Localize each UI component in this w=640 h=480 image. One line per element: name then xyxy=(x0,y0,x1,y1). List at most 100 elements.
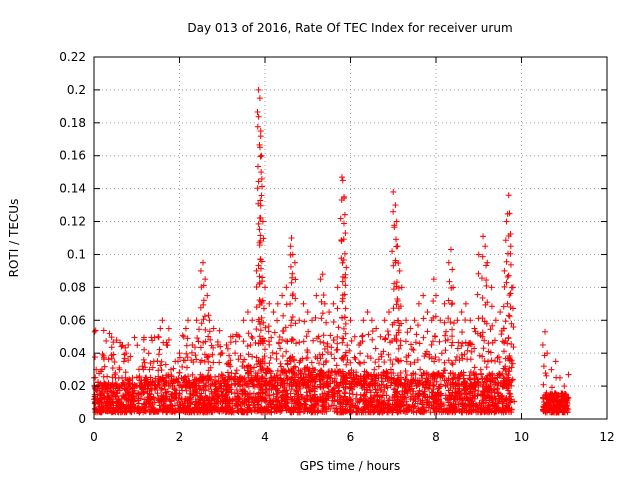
data-point xyxy=(492,317,499,324)
data-point xyxy=(141,346,148,353)
data-point xyxy=(255,113,262,120)
data-point xyxy=(100,327,107,334)
data-point xyxy=(505,312,512,319)
data-point xyxy=(442,332,449,339)
data-point xyxy=(249,317,256,324)
data-point xyxy=(458,309,465,316)
data-point xyxy=(318,315,325,322)
data-point xyxy=(395,345,402,352)
y-tick-label: 0.08 xyxy=(59,280,86,294)
data-point xyxy=(108,355,115,362)
data-point xyxy=(274,317,281,324)
data-point xyxy=(341,314,348,321)
data-point xyxy=(196,326,203,333)
data-point xyxy=(335,324,342,331)
data-point xyxy=(432,353,439,360)
data-point xyxy=(240,317,247,324)
data-point xyxy=(424,309,431,316)
data-point xyxy=(301,318,308,325)
data-point xyxy=(100,373,107,380)
data-point xyxy=(122,369,129,376)
data-point xyxy=(257,133,264,140)
data-point xyxy=(326,309,333,316)
data-point xyxy=(503,218,510,225)
data-point xyxy=(410,347,417,354)
data-point xyxy=(339,177,346,184)
data-point xyxy=(448,301,455,308)
data-point xyxy=(319,310,326,317)
data-point xyxy=(390,188,397,195)
data-point xyxy=(368,317,375,324)
data-point xyxy=(266,341,273,348)
data-point xyxy=(543,372,550,379)
x-tick-label: 12 xyxy=(599,430,614,444)
data-point xyxy=(341,250,348,257)
data-point xyxy=(273,350,280,357)
data-point xyxy=(279,353,286,360)
data-point xyxy=(479,294,486,301)
data-point xyxy=(483,364,490,371)
data-point xyxy=(505,335,512,342)
data-point xyxy=(351,354,358,361)
data-point xyxy=(172,358,179,365)
data-point xyxy=(210,325,217,332)
data-point xyxy=(185,317,192,324)
data-point xyxy=(334,284,341,291)
data-point xyxy=(540,381,547,388)
data-point xyxy=(449,339,456,346)
data-point xyxy=(484,259,491,266)
data-point xyxy=(289,270,296,277)
data-point xyxy=(505,192,512,199)
data-point xyxy=(343,264,350,271)
data-point xyxy=(381,317,388,324)
data-point xyxy=(330,318,337,325)
x-tick-label: 4 xyxy=(261,430,269,444)
data-point xyxy=(471,364,478,371)
data-point xyxy=(271,329,278,336)
data-point xyxy=(379,378,386,385)
data-point xyxy=(260,305,267,312)
data-point xyxy=(330,337,337,344)
data-point xyxy=(253,284,260,291)
data-point xyxy=(503,258,510,265)
data-point xyxy=(287,243,294,250)
data-point xyxy=(393,236,400,243)
data-point xyxy=(134,342,141,349)
data-point xyxy=(389,248,396,255)
data-point xyxy=(184,354,191,361)
data-point xyxy=(266,300,273,307)
data-point xyxy=(442,347,449,354)
x-tick-label: 10 xyxy=(514,430,529,444)
data-point xyxy=(204,292,211,299)
data-point xyxy=(262,284,268,291)
y-tick-label: 0 xyxy=(78,412,86,426)
y-tick-label: 0.14 xyxy=(59,182,86,196)
data-point xyxy=(413,331,420,338)
data-point xyxy=(279,327,286,334)
data-point xyxy=(255,86,262,93)
data-point xyxy=(317,338,324,345)
data-point xyxy=(556,374,563,381)
data-point xyxy=(390,286,397,293)
data-point xyxy=(303,333,310,340)
data-point xyxy=(224,369,231,376)
data-point xyxy=(415,322,422,329)
data-point xyxy=(313,400,320,407)
data-point xyxy=(283,284,290,291)
data-point xyxy=(308,359,315,366)
data-point xyxy=(548,384,555,391)
data-point xyxy=(291,259,298,266)
data-point xyxy=(459,329,466,336)
data-point xyxy=(357,350,364,357)
data-point xyxy=(448,342,455,349)
data-point xyxy=(450,320,457,327)
y-tick-label: 0.1 xyxy=(67,247,86,261)
data-point xyxy=(385,351,392,358)
data-point xyxy=(265,323,272,330)
data-point xyxy=(390,305,397,312)
data-point xyxy=(467,356,474,363)
data-point xyxy=(257,232,264,239)
data-point xyxy=(257,153,264,160)
data-point xyxy=(348,337,355,344)
data-point xyxy=(248,333,255,340)
